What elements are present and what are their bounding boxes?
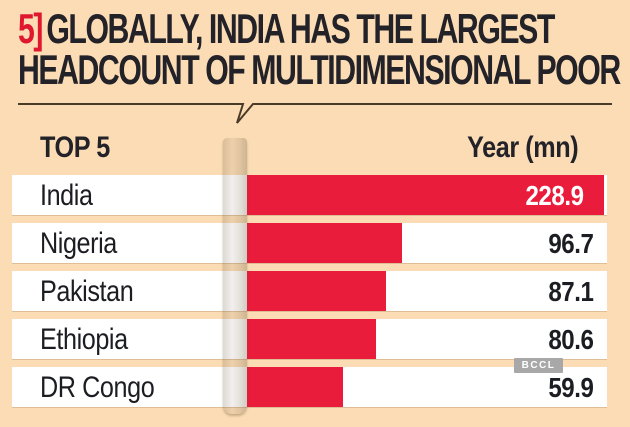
value-label: 96.7 (547, 228, 594, 259)
value-label: 87.1 (547, 276, 594, 307)
country-label: Pakistan (40, 275, 134, 308)
title-line-1-wrap: 5] GLOBALLY, INDIA HAS THE LARGEST (18, 5, 608, 52)
title-index-number: 5] (18, 5, 43, 52)
column-header-year-mn: Year (mn) (466, 131, 578, 164)
value-bar (247, 367, 343, 407)
title-line-1: GLOBALLY, INDIA HAS THE LARGEST (46, 5, 555, 52)
country-label: Nigeria (40, 227, 117, 260)
value-label: 59.9 (547, 372, 594, 403)
table-row: DR Congo 59.9 (12, 367, 607, 407)
value-bar (247, 271, 386, 311)
country-label: Ethiopia (40, 323, 128, 356)
table-header: TOP 5 Year (mn) (12, 128, 607, 168)
title-line-2: HEADCOUNT OF MULTIDIMENSIONAL POOR (18, 46, 621, 93)
table-row: Ethiopia 80.6 (12, 319, 607, 359)
country-label: DR Congo (40, 371, 155, 404)
table-row: India 228.9 (12, 175, 607, 215)
page-title: 5] GLOBALLY, INDIA HAS THE LARGEST HEADCO… (18, 5, 621, 91)
axis-baseline-stripe (223, 138, 247, 414)
title-line-2-wrap: HEADCOUNT OF MULTIDIMENSIONAL POOR (18, 49, 621, 91)
country-label: India (40, 179, 93, 212)
bccl-watermark-badge: BCCL (514, 358, 563, 373)
table-row: Pakistan 87.1 (12, 271, 607, 311)
value-bar: 228.9 (247, 175, 604, 215)
bar-chart-rows: India 228.9 Nigeria 96.7 Pakistan 87.1 Ethiopi… (12, 175, 607, 415)
value-label: 228.9 (525, 180, 585, 211)
title-pointer-line (18, 103, 612, 124)
value-bar (247, 223, 402, 263)
value-bar (247, 319, 376, 359)
column-header-top5: TOP 5 (40, 131, 110, 164)
table-row: Nigeria 96.7 (12, 223, 607, 263)
value-label: 80.6 (547, 324, 594, 355)
